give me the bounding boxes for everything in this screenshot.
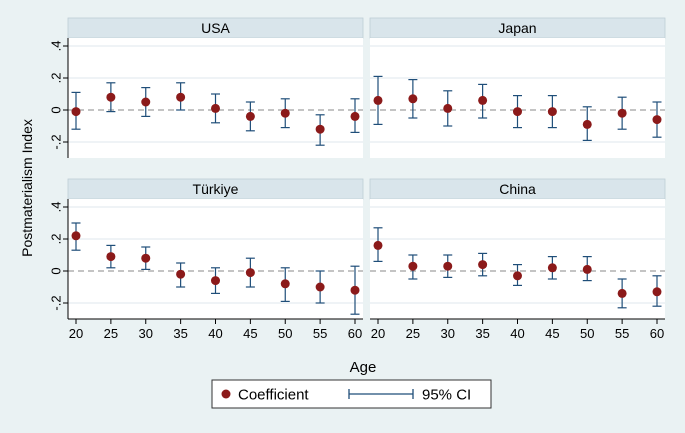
coefficient-point (652, 115, 662, 125)
coefficient-point (141, 97, 151, 107)
coefficient-point (617, 108, 627, 118)
y-tick-label: 0 (49, 267, 64, 274)
coefficient-point (280, 108, 290, 118)
panel-plot-area (370, 199, 665, 319)
legend: Coefficient 95% CI (211, 379, 492, 409)
legend-coefficient-marker (221, 389, 231, 399)
coefficient-point (478, 95, 488, 105)
coefficient-point (443, 261, 453, 271)
coefficient-point (350, 111, 360, 121)
coefficient-point (652, 287, 662, 297)
x-tick-label: 45 (243, 326, 257, 341)
x-tick-label: 30 (139, 326, 153, 341)
panel-usa: USA -.2 0 .2 .4 (49, 17, 364, 158)
panel-title: Japan (498, 20, 536, 36)
coefficient-point (315, 282, 325, 292)
x-axis-label: Age (350, 359, 377, 376)
coefficient-point (408, 94, 418, 104)
x-tick-label: 30 (441, 326, 455, 341)
coefficient-point (513, 271, 522, 281)
y-tick-label: -.2 (49, 295, 64, 310)
coefficient-point (71, 107, 81, 117)
legend-ci-label: 95% CI (422, 387, 471, 404)
coefficient-point (176, 92, 186, 102)
panel-plot-area (68, 199, 363, 319)
panel-china: China 20 25 30 35 40 45 50 55 60 (369, 178, 666, 341)
coefficient-point (513, 107, 522, 117)
coefficient-point (617, 288, 627, 298)
coefficient-point (315, 124, 325, 134)
x-tick-label: 55 (615, 326, 629, 341)
coefficient-point (547, 263, 557, 273)
x-tick-label: 60 (348, 326, 362, 341)
coefficient-point (211, 103, 220, 113)
x-tick-label: 35 (475, 326, 489, 341)
coefficient-point (211, 276, 220, 286)
x-tick-label: 20 (371, 326, 385, 341)
coefficient-point (245, 268, 255, 278)
coefficient-point (582, 264, 592, 274)
coefficient-point (443, 103, 453, 113)
panel-title: Türkiye (193, 181, 239, 197)
y-tick-label: .4 (49, 41, 64, 52)
coefficient-point (106, 92, 116, 102)
y-tick-label: .4 (49, 202, 64, 213)
x-tick-label: 20 (69, 326, 83, 341)
x-tick-label: 40 (208, 326, 222, 341)
coefficient-point (547, 107, 557, 117)
x-tick-label: 45 (545, 326, 559, 341)
panel-japan: Japan (369, 17, 666, 158)
panel-title: China (499, 181, 536, 197)
coefficient-point (408, 261, 418, 271)
y-axis-label: Postmaterialism Index (19, 119, 35, 257)
coefficient-point (350, 285, 360, 295)
coefficient-point (373, 95, 383, 105)
x-tick-label: 35 (173, 326, 187, 341)
x-tick-label: 50 (580, 326, 594, 341)
facet-panels: USA -.2 0 .2 .4 Japan Türkiye -.2 0 .2 .4 20 25 30 35 4… (49, 17, 666, 341)
y-tick-label: -.2 (49, 134, 64, 149)
panel-title: USA (201, 20, 230, 36)
coefficient-point (176, 269, 186, 279)
y-tick-label: 0 (49, 106, 64, 113)
legend-coefficient-label: Coefficient (238, 387, 309, 404)
x-tick-label: 60 (650, 326, 664, 341)
coefficient-point (478, 260, 488, 270)
x-tick-label: 25 (406, 326, 420, 341)
coefficient-point (71, 231, 81, 241)
coefficient-point (106, 252, 116, 262)
coefficient-point (582, 119, 592, 129)
x-tick-label: 55 (313, 326, 327, 341)
x-tick-label: 50 (278, 326, 292, 341)
coefficient-point (373, 240, 383, 250)
coefficient-point (280, 279, 290, 289)
coefficient-point (141, 253, 151, 263)
x-tick-label: 40 (510, 326, 524, 341)
legend-ci-marker (348, 389, 414, 399)
y-tick-label: .2 (49, 73, 64, 84)
panel-t-rkiye: Türkiye -.2 0 .2 .4 20 25 30 35 40 45 50 55 60 (49, 178, 364, 341)
x-tick-label: 25 (104, 326, 118, 341)
coefficient-point (245, 111, 255, 121)
y-tick-label: .2 (49, 234, 64, 245)
